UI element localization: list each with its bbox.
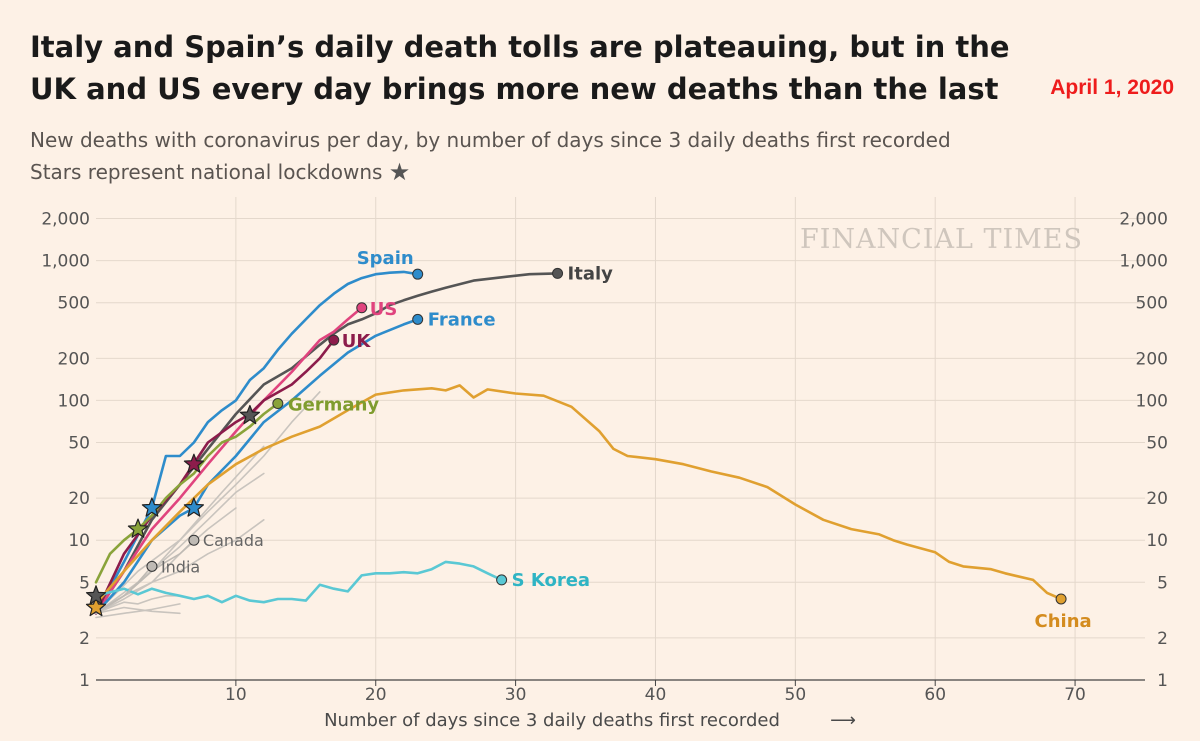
series-line-s-korea [94,560,503,604]
series-line-other [95,472,265,615]
y-tick-label-left: 500 [58,294,90,314]
y-tick-label-right: 5 [1157,573,1168,593]
x-tick-label: 10 [225,685,247,705]
y-tick-label-right: 2 [1157,629,1168,649]
series-label-germany: Germany [288,395,380,416]
axes: 1 1 2 2 5 5 10 10 20 20 50 50 100 100 200 200 500 500 1,00… [41,210,1168,705]
lockdown-star-us [85,585,107,605]
endpoint-us [356,302,368,314]
grid [96,197,1145,680]
series-line-india [95,565,153,615]
series-lines [94,270,1063,619]
endpoint-germany [272,398,284,410]
subtitle-line-2: Stars represent national lockdowns ★ [30,156,951,188]
x-tick-label: 70 [1064,685,1086,705]
y-tick-label-right: 20 [1146,489,1168,509]
series-labels: Spain Italy US France UK Germany China S Korea C… [161,248,1092,632]
series-line-spain [94,270,419,615]
endpoint-france [412,313,424,325]
series-line-france [94,318,419,615]
series-label-china: China [1035,611,1092,632]
chart-subtitle: New deaths with coronavirus per day, by … [30,124,951,188]
series-label-france: France [428,309,496,330]
x-axis-title: Number of days since 3 daily deaths firs… [324,710,780,731]
y-tick-label-right: 10 [1146,531,1168,551]
subtitle-line-1: New deaths with coronavirus per day, by … [30,128,951,152]
y-tick-label-right: 100 [1136,391,1168,411]
lockdown-star-france [183,497,204,517]
lockdown-star-uk [183,453,204,473]
series-line-germany [94,402,280,584]
y-tick-label-left: 200 [58,349,90,369]
watermark: FINANCIAL TIMES [800,224,1083,255]
series-label-india: India [161,557,200,576]
x-tick-label: 50 [785,685,807,705]
series-label-canada: Canada [203,531,264,550]
y-tick-label-left: 1 [79,671,90,691]
endpoint-china [1055,593,1067,605]
series-line-other [95,606,181,615]
y-tick-label-right: 50 [1146,434,1168,454]
y-tick-label-left: 2 [79,629,90,649]
x-tick-label: 30 [505,685,527,705]
x-tick-label: 60 [924,685,946,705]
series-label-s-korea: S Korea [512,570,590,591]
series-label-italy: Italy [568,263,614,284]
x-tick-label: 40 [645,685,667,705]
y-tick-label-right: 1 [1157,671,1168,691]
chart-title: Italy and Spain’s daily death tolls are … [30,30,1010,106]
lockdown-star-italy [239,404,260,425]
series-line-uk [94,338,336,615]
lockdown-stars [85,404,260,617]
endpoint-s-korea [496,574,508,586]
endpoint-india [146,560,158,572]
y-tick-label-left: 5 [79,573,90,593]
series-label-uk: UK [342,331,372,352]
series-label-us: US [370,299,398,320]
y-tick-label-left: 10 [68,531,90,551]
series-line-china [94,384,1063,606]
lockdown-star-spain [141,497,163,517]
series-label-spain: Spain [357,248,414,269]
y-tick-label-right: 2,000 [1119,210,1168,230]
y-tick-label-right: 1,000 [1119,252,1168,272]
y-tick-label-right: 200 [1136,349,1168,369]
endpoint-italy [552,267,564,279]
lockdown-star-china [85,596,107,617]
y-tick-label-left: 20 [68,489,90,509]
series-endpoints [146,267,1067,605]
x-tick-label: 20 [365,685,387,705]
y-tick-label-left: 1,000 [41,252,90,272]
series-line-other [95,595,181,615]
series-line-other [95,603,181,619]
subtitle-line-2-text: Stars represent national lockdowns [30,160,383,184]
y-tick-label-left: 2,000 [41,210,90,230]
x-axis-arrow: ⟶ [830,710,856,731]
y-tick-label-left: 100 [58,391,90,411]
y-tick-label-left: 50 [68,434,90,454]
lockdown-star-icon: ★ [388,158,411,186]
series-line-other [95,507,237,615]
date-label: April 1, 2020 [1050,76,1174,99]
y-tick-label-right: 500 [1136,294,1168,314]
endpoint-canada [188,534,200,546]
endpoint-uk [328,334,340,346]
lockdown-star-germany [127,518,149,538]
endpoint-spain [412,268,424,280]
